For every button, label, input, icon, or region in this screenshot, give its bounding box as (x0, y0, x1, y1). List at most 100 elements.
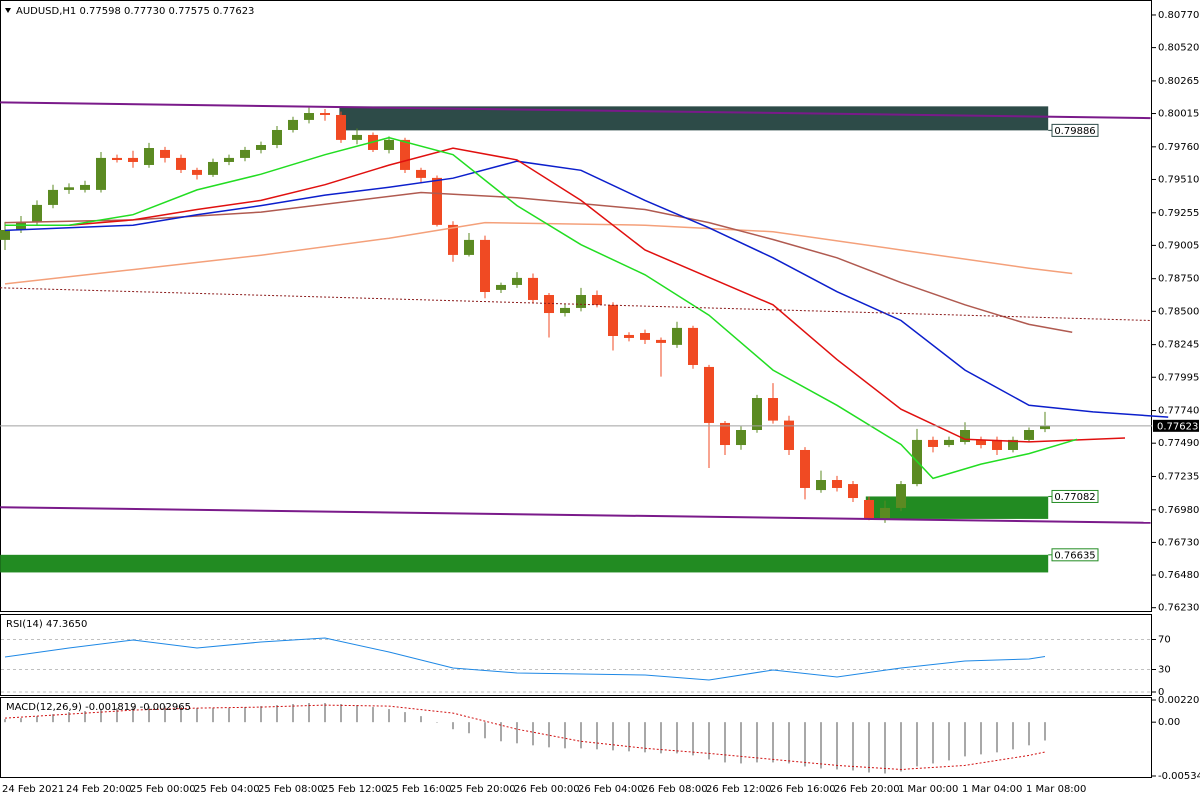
x-tick-label: 25 Feb 16:00 (386, 784, 452, 795)
candle-body (656, 339, 666, 343)
candle-body (192, 169, 202, 175)
candle-body (480, 239, 490, 293)
macd-bar (100, 709, 102, 723)
candle-body (96, 157, 106, 190)
candle-body (0, 229, 10, 240)
macd-bar (372, 707, 374, 723)
macd-bar (500, 722, 502, 742)
moving-average (4, 191, 1073, 333)
x-tick-label: 25 Feb 04:00 (194, 784, 260, 795)
candle-body (256, 145, 266, 150)
candle-body (48, 189, 58, 205)
macd-bar (420, 716, 422, 723)
candle-body (416, 169, 426, 178)
candle-body (304, 113, 314, 120)
candle-body (528, 277, 538, 300)
panel-title: RSI(14) 47.3650 (6, 619, 87, 630)
macd-bar (516, 722, 518, 744)
y-tick-label: 0.76730 (1158, 537, 1199, 548)
candle-body (832, 480, 842, 488)
candle-body (688, 327, 698, 365)
candle-body (80, 184, 90, 190)
macd-panel-frame (0, 697, 1152, 778)
candle-body (1040, 425, 1050, 430)
zone (339, 106, 1049, 131)
x-tick-label: 25 Feb 00:00 (130, 784, 196, 795)
macd-bar (964, 722, 966, 757)
zone-label-box (1051, 489, 1099, 503)
candle-body (784, 420, 794, 450)
y-tick-label: 30 (1158, 665, 1171, 676)
rsi-panel-frame (0, 614, 1152, 696)
candle-body (976, 439, 986, 446)
zone-label: 0.79886 (1054, 126, 1095, 137)
candle-body (208, 161, 218, 175)
macd-bar (772, 722, 774, 763)
candle-body (640, 333, 650, 340)
macd-bar (468, 722, 470, 734)
candle-body (112, 157, 122, 161)
candle-body (288, 119, 298, 130)
macd-bar (228, 708, 230, 723)
macd-bar (740, 722, 742, 764)
macd-bar (36, 716, 38, 723)
macd-bar (804, 722, 806, 767)
macd-bar (308, 703, 310, 723)
zone (865, 496, 1049, 519)
candle-body (32, 204, 42, 222)
y-tick-label: 0.77490 (1158, 438, 1199, 449)
candle-body (960, 430, 970, 443)
candle-body (608, 304, 618, 337)
candle-body (720, 422, 730, 446)
candle-body (352, 134, 362, 140)
x-tick-label: 26 Feb 04:00 (578, 784, 644, 795)
x-tick-label: 26 Feb 00:00 (514, 784, 580, 795)
macd-bar (932, 722, 934, 764)
candle-body (736, 430, 746, 446)
zone-label-box (1051, 548, 1099, 562)
macd-bar (532, 722, 534, 746)
y-tick-label: 0.78245 (1158, 340, 1199, 351)
macd-bar (692, 722, 694, 756)
y-tick-label: 0.76480 (1158, 570, 1199, 581)
candle-body (224, 157, 234, 162)
macd-bar (724, 722, 726, 763)
trend-line (0, 506, 1151, 524)
zone-label: 0.77082 (1054, 492, 1095, 503)
candle-body (848, 484, 858, 499)
x-tick-label: 26 Feb 16:00 (770, 784, 836, 795)
candle-body (512, 277, 522, 285)
candle-body (384, 139, 394, 150)
macd-bar (948, 722, 950, 761)
macd-bar (260, 706, 262, 723)
y-tick-label: 0.80770 (1158, 10, 1199, 21)
y-tick-label: 0.77740 (1158, 406, 1199, 417)
macd-bar (68, 712, 70, 723)
macd-bar (292, 704, 294, 723)
macd-bar (244, 707, 246, 723)
y-tick-label: 0.78750 (1158, 274, 1199, 285)
macd-bar (676, 722, 678, 754)
x-tick-label: 26 Feb 12:00 (706, 784, 772, 795)
macd-bar (148, 706, 150, 723)
y-tick-label: 0.78500 (1158, 306, 1199, 317)
x-tick-label: 1 Mar 00:00 (898, 784, 958, 795)
candle-body (128, 157, 138, 162)
candle-body (560, 307, 570, 314)
macd-bar (852, 722, 854, 771)
candle-body (448, 224, 458, 255)
candle-body (928, 439, 938, 447)
y-tick-label: 0.79760 (1158, 142, 1199, 153)
candle-body (544, 295, 554, 314)
macd-bar (196, 708, 198, 723)
candle-body (592, 295, 602, 305)
macd-bar (596, 722, 598, 750)
x-tick-label: 25 Feb 08:00 (258, 784, 324, 795)
macd-bar (164, 706, 166, 723)
menu-arrow (5, 8, 11, 13)
macd-bar (484, 722, 486, 739)
macd-bar (276, 705, 278, 723)
y-tick-label: 0.77235 (1158, 471, 1199, 482)
candle-body (64, 187, 74, 190)
y-tick-label: 0.77995 (1158, 372, 1199, 383)
